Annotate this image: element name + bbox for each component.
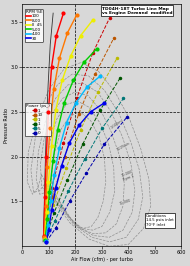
Text: 10,000
Rpm 1: 10,000 Rpm 1 [120,169,135,182]
Y-axis label: Pressure Ratio: Pressure Ratio [4,108,9,143]
Text: Conditions
14.5 psia inlet
70°F inlet: Conditions 14.5 psia inlet 70°F inlet [146,214,174,227]
Text: 1,000m: 1,000m [110,119,123,130]
Legend: 1, 10, 1, 1, 5, 0: 1, 10, 1, 1, 5, 0 [25,103,51,136]
Text: 100%sis: 100%sis [116,141,131,152]
Text: TD04H-18T Turbo Line Map
vs Engine Demand  modified: TD04H-18T Turbo Line Map vs Engine Deman… [102,7,172,15]
X-axis label: Air Flow (cfm) - per turbo: Air Flow (cfm) - per turbo [71,257,133,262]
Text: 10,000: 10,000 [119,198,132,206]
